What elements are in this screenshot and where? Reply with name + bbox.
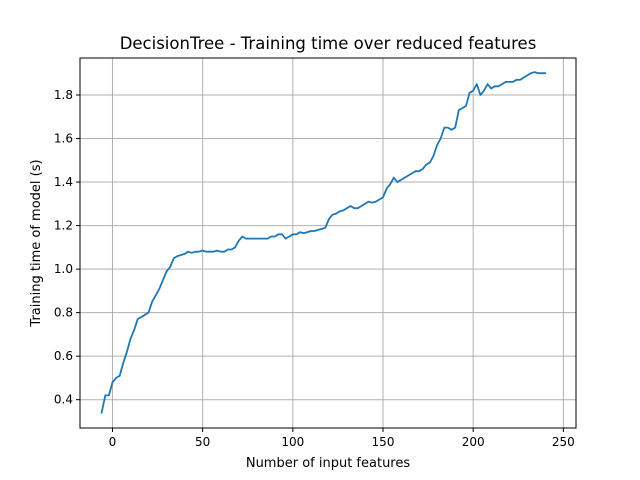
x-axis-label: Number of input features [246,456,411,471]
y-tick-label: 1.8 [54,88,73,102]
y-tick-label: 1.6 [54,132,73,146]
plot-area [100,71,547,414]
series-line [100,71,547,414]
grid [80,58,576,428]
x-tick-label: 0 [109,435,117,449]
x-tick-label: 200 [462,435,485,449]
y-tick-label: 1.2 [54,219,73,233]
axes-frame [79,57,577,429]
y-tick-label: 1.4 [54,175,73,189]
y-axis-label: Training time of model (s) [29,159,44,327]
x-tick-label: 250 [552,435,575,449]
x-axis: 0 50 100 150 200 250 [109,428,575,449]
y-tick-label: 0.6 [54,349,73,363]
x-tick-label: 150 [372,435,395,449]
x-tick-label: 50 [195,435,210,449]
x-tick-label: 100 [281,435,304,449]
chart-title: DecisionTree - Training time over reduce… [120,34,537,53]
y-tick-label: 0.8 [54,306,73,320]
y-axis: 0.4 0.6 0.8 1.0 1.2 1.4 1.6 1.8 [54,88,80,407]
y-tick-label: 0.4 [54,393,73,407]
y-tick-label: 1.0 [54,262,73,276]
